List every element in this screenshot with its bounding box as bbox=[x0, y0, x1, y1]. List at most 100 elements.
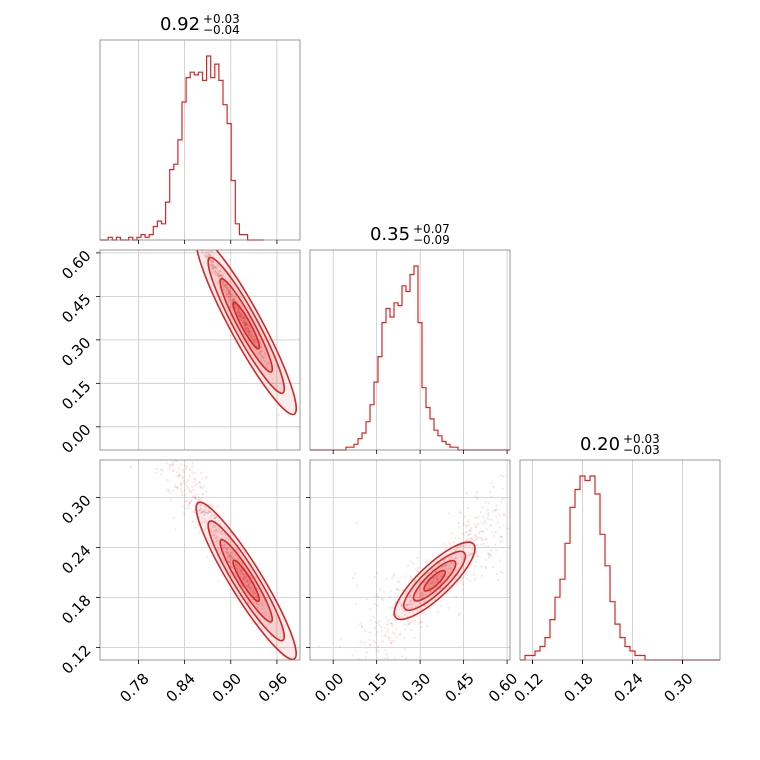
sample-point bbox=[393, 656, 396, 659]
sample-point bbox=[179, 205, 181, 207]
sample-point bbox=[453, 548, 456, 552]
sample-point bbox=[114, 335, 116, 337]
sample-point bbox=[165, 462, 168, 465]
sample-point bbox=[193, 511, 196, 514]
sample-point bbox=[217, 273, 220, 276]
sample-point bbox=[243, 323, 246, 326]
sample-point bbox=[164, 184, 166, 186]
sample-point bbox=[243, 320, 246, 323]
sample-point bbox=[192, 520, 195, 523]
sample-point bbox=[209, 254, 212, 257]
sample-point bbox=[210, 263, 213, 266]
sample-point bbox=[187, 229, 189, 231]
sample-point bbox=[250, 335, 253, 338]
sample-point bbox=[407, 622, 410, 625]
sample-point bbox=[359, 623, 362, 626]
sample-point bbox=[161, 469, 164, 472]
sample-point bbox=[158, 441, 160, 443]
sample-point bbox=[179, 197, 181, 199]
sample-point bbox=[200, 510, 203, 514]
sample-point bbox=[194, 245, 196, 247]
sample-point bbox=[141, 133, 143, 135]
sample-point bbox=[420, 592, 423, 595]
sample-point bbox=[220, 556, 223, 559]
param-title-plus: +0.03 bbox=[203, 12, 240, 26]
sample-point bbox=[247, 586, 250, 589]
sample-point bbox=[434, 570, 437, 573]
sample-point bbox=[207, 510, 210, 513]
x-tick-label: 0.30 bbox=[398, 669, 434, 705]
sample-point bbox=[381, 635, 384, 638]
sample-point bbox=[222, 545, 225, 548]
sample-point bbox=[162, 167, 164, 169]
sample-point bbox=[244, 327, 247, 330]
sample-point bbox=[247, 331, 250, 334]
sample-point bbox=[197, 240, 199, 242]
sample-point bbox=[478, 515, 481, 518]
sample-point bbox=[411, 590, 414, 594]
sample-point bbox=[193, 227, 195, 229]
sample-point bbox=[448, 555, 451, 558]
sample-point bbox=[198, 228, 200, 230]
sample-point bbox=[237, 312, 240, 315]
histogram-1 bbox=[310, 265, 510, 451]
sample-point bbox=[201, 250, 204, 253]
sample-point bbox=[195, 218, 197, 220]
sample-point bbox=[239, 316, 242, 319]
sample-point bbox=[409, 595, 412, 598]
sample-point bbox=[223, 284, 226, 288]
sample-point bbox=[206, 537, 209, 540]
sample-point bbox=[236, 309, 239, 313]
sample-point bbox=[489, 553, 492, 557]
sample-point bbox=[440, 573, 443, 577]
sample-point bbox=[212, 271, 215, 274]
sample-point bbox=[240, 313, 243, 316]
sample-point bbox=[222, 288, 226, 291]
sample-point bbox=[117, 93, 119, 95]
sample-point bbox=[203, 508, 206, 511]
sample-point bbox=[172, 429, 174, 431]
sample-point bbox=[192, 481, 195, 484]
y-tick-label: 0.15 bbox=[58, 377, 94, 413]
sample-point bbox=[254, 340, 257, 343]
sample-point bbox=[229, 292, 232, 295]
sample-point bbox=[149, 137, 151, 139]
sample-point bbox=[460, 561, 463, 564]
sample-point bbox=[174, 528, 177, 531]
sample-point bbox=[467, 519, 470, 522]
sample-point bbox=[473, 523, 476, 526]
sample-point bbox=[156, 167, 158, 169]
sample-point bbox=[230, 540, 233, 543]
sample-point bbox=[227, 295, 230, 298]
sample-point bbox=[181, 205, 183, 207]
sample-point bbox=[205, 520, 208, 523]
sample-point bbox=[244, 597, 247, 600]
sample-point bbox=[215, 529, 218, 533]
sample-point bbox=[465, 539, 468, 542]
y-tick-label: 0.00 bbox=[58, 421, 94, 457]
sample-point bbox=[131, 398, 133, 400]
sample-point bbox=[476, 555, 479, 558]
sample-point bbox=[237, 314, 240, 317]
sample-point bbox=[204, 254, 207, 257]
sample-point bbox=[165, 165, 167, 167]
sample-point bbox=[254, 596, 257, 599]
sample-point bbox=[245, 579, 249, 583]
sample-point bbox=[240, 319, 243, 322]
sample-point bbox=[237, 551, 240, 554]
sample-point bbox=[178, 208, 180, 210]
sample-point bbox=[225, 547, 228, 551]
sample-point bbox=[417, 570, 420, 574]
sample-point bbox=[411, 619, 414, 622]
sample-point bbox=[199, 241, 201, 243]
sample-point bbox=[248, 586, 251, 589]
sample-point bbox=[225, 293, 229, 296]
sample-point bbox=[219, 270, 222, 273]
sample-point bbox=[232, 294, 235, 297]
sample-point bbox=[243, 551, 246, 554]
sample-point bbox=[355, 522, 358, 525]
sample-point bbox=[247, 584, 250, 588]
sample-point bbox=[161, 173, 163, 175]
sample-point bbox=[185, 214, 187, 216]
sample-point bbox=[229, 305, 232, 308]
